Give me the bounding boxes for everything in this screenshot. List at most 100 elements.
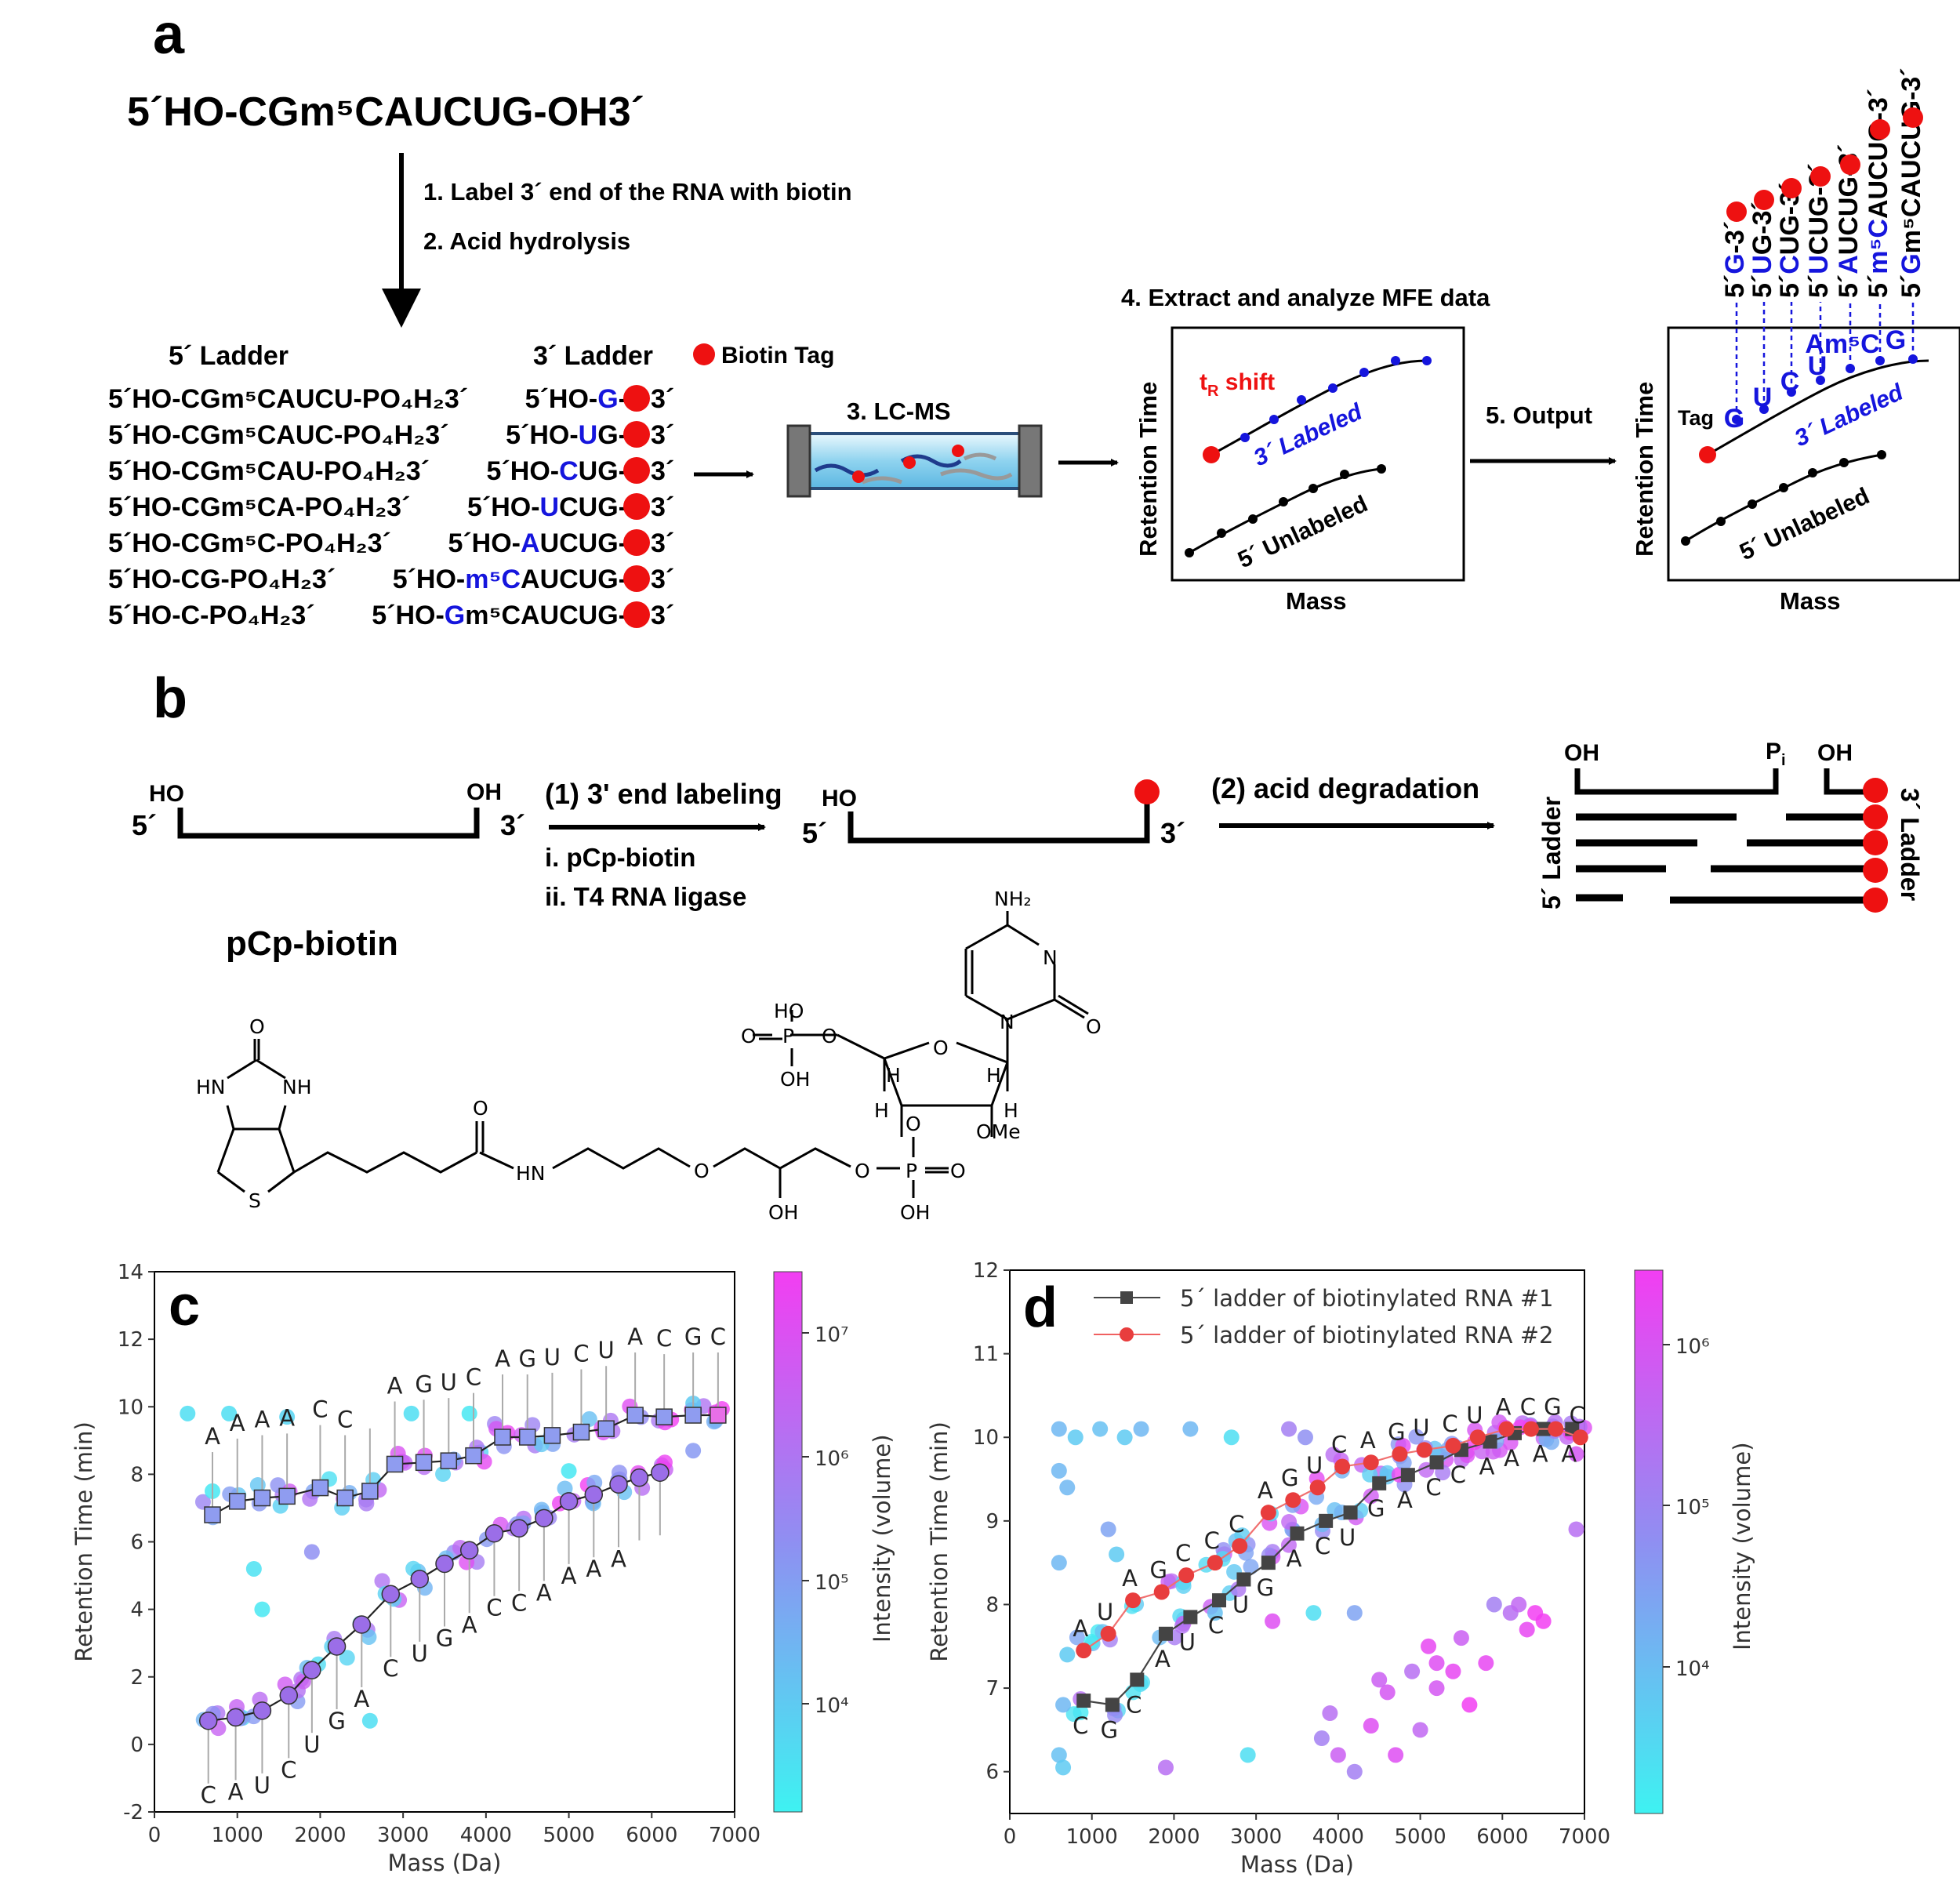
base-letter: U: [254, 1772, 270, 1799]
ladder5-item: 5´HO-CGm⁵CA-PO₄H₂3´: [108, 492, 410, 522]
biotin-dot: [623, 529, 650, 556]
output-label: 5´G-3´: [1720, 221, 1750, 298]
ladder3-end: 3´: [651, 456, 674, 486]
output-label: 5´UG-3´: [1748, 201, 1777, 298]
bg-point: [1511, 1596, 1527, 1613]
base-letter: A: [1073, 1615, 1088, 1642]
bg-point: [1346, 1605, 1363, 1621]
atom-o-6: O: [906, 1113, 921, 1135]
bg-point: [1346, 1763, 1363, 1780]
y-tick-label: 11: [973, 1343, 999, 1367]
ladder5-title: 5´ Ladder: [169, 341, 289, 371]
atom-o-5: O: [950, 1160, 966, 1182]
pcp-biotin-title: pCp-biotin: [226, 924, 398, 963]
base-letter: C: [1208, 1612, 1224, 1639]
output-point: [1908, 354, 1918, 364]
output-biotin-dot: [1781, 178, 1802, 198]
base-letter: U: [412, 1640, 428, 1667]
bg-point: [1404, 1663, 1421, 1679]
series-point: [228, 1493, 246, 1510]
y-tick-label: 12: [118, 1328, 143, 1352]
step-4: 4. Extract and analyze MFE data: [1121, 284, 1490, 311]
output-letter: U: [1808, 351, 1828, 381]
bg-point: [245, 1560, 262, 1577]
series-point: [1523, 1421, 1539, 1437]
base-letter: U: [441, 1369, 457, 1396]
series-point: [1183, 1610, 1198, 1625]
base-letter: C: [1450, 1461, 1466, 1488]
base-letter: C: [1331, 1432, 1347, 1458]
base-letter: C: [1204, 1527, 1220, 1554]
bg-point: [1157, 1759, 1174, 1776]
chart-c-axes: 0 1000 2000 3000 4000 5000 6000 7000-2024681012…: [71, 1261, 760, 1876]
series-point: [361, 1483, 379, 1500]
atom-nh-1: NH: [282, 1076, 312, 1098]
output-biotin-dot: [1810, 166, 1831, 187]
panel-c: 0 1000 2000 3000 4000 5000 6000 7000-2024681012…: [71, 1261, 895, 1876]
series-point: [381, 1585, 401, 1603]
series-point: [1429, 1455, 1444, 1470]
base-letter: U: [598, 1337, 615, 1363]
bg-point: [1519, 1621, 1535, 1638]
biotin-dot: [623, 565, 650, 592]
bg-point: [1486, 1596, 1502, 1613]
output-letter: G: [1724, 404, 1744, 434]
base-letter: C: [337, 1407, 353, 1433]
atom-o-3: O: [694, 1160, 710, 1182]
rna-ho: HO: [149, 781, 184, 807]
ladder3-item: 5´HO-m⁵CAUCUG-: [393, 565, 627, 594]
series-point: [1260, 1505, 1276, 1521]
panel-c-letter: c: [169, 1275, 200, 1338]
series-point: [1153, 1584, 1170, 1600]
bg-point: [1453, 1630, 1469, 1646]
output-letter: U: [1753, 383, 1773, 412]
base-letter: C: [656, 1325, 672, 1352]
series-point: [1125, 1592, 1142, 1609]
series-point: [572, 1423, 590, 1441]
base-letter: U: [303, 1731, 320, 1758]
series-point: [1445, 1437, 1461, 1454]
x-tick-label: 5000: [1394, 1825, 1446, 1849]
base-letter: C: [312, 1396, 328, 1423]
output-biotin-dot: [1840, 154, 1860, 175]
tr-shift: tR shift: [1200, 369, 1275, 400]
base-letter: C: [281, 1756, 296, 1783]
bg-point: [1059, 1479, 1076, 1496]
base-letter: C: [201, 1782, 216, 1809]
base-letter: G: [684, 1323, 702, 1350]
base-letter: G: [518, 1345, 535, 1372]
analysis-plot-frame: [1171, 326, 1465, 582]
base-letter: A: [586, 1556, 601, 1582]
series-point: [1334, 1458, 1351, 1475]
base-letter: U: [1413, 1414, 1429, 1441]
ladder-fragments: OH Pi OH 5´ Ladder 3´ Ladder: [1537, 739, 1924, 913]
chart-d-colorbar-label: Intensity (volume): [1729, 1442, 1755, 1650]
atom-ome: OMe: [976, 1120, 1021, 1143]
series-point: [510, 1519, 528, 1538]
ladder3-title: 3´ Ladder: [533, 341, 653, 371]
bg-point: [1478, 1655, 1494, 1672]
series-point: [651, 1463, 670, 1482]
ladder3-item: 5´HO-Gm⁵CAUCUG-: [372, 601, 627, 630]
series-point: [1483, 1434, 1497, 1449]
bg-point: [1207, 1605, 1223, 1621]
series-point: [1343, 1505, 1358, 1520]
output-unlabeled-curve: [1685, 453, 1882, 543]
output-point: [1846, 364, 1855, 373]
bg-point: [1461, 1697, 1478, 1713]
x-tick-label: 2000: [294, 1824, 346, 1847]
atom-nh2: NH₂: [994, 888, 1032, 910]
output-plot-frame: [1667, 326, 1960, 582]
base-letter: G: [1101, 1716, 1118, 1743]
x-tick-label: 2000: [1148, 1825, 1200, 1849]
series-point: [1158, 1626, 1173, 1641]
output-unlabeled-points: [1681, 450, 1886, 546]
analysis-ylabel: Retention Time: [1134, 382, 1162, 557]
panel-a: a 5´HO-CGm⁵CAUCUG-OH3´ 1. Label 3´ end o…: [108, 3, 1960, 630]
series-point: [311, 1479, 329, 1497]
series-point: [252, 1701, 272, 1720]
atom-h-4: H: [1004, 1099, 1018, 1122]
bg-point: [1280, 1537, 1297, 1553]
series-point: [386, 1455, 404, 1473]
series-point: [535, 1508, 554, 1528]
